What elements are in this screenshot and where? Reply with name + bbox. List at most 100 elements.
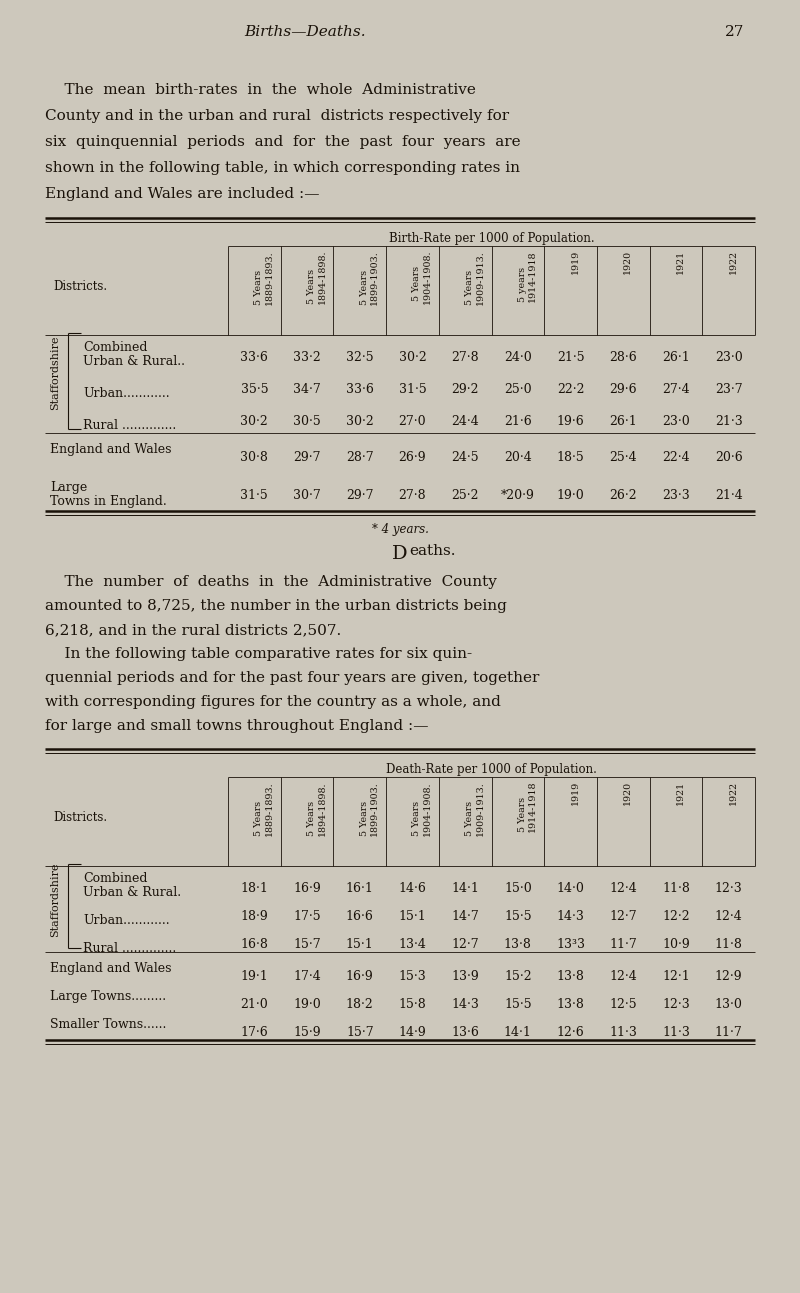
Text: 17·4: 17·4 [293, 970, 321, 983]
Text: Death-Rate per 1000 of Population.: Death-Rate per 1000 of Population. [386, 763, 597, 776]
Text: 30·5: 30·5 [293, 415, 321, 428]
Text: 12·4: 12·4 [714, 910, 742, 923]
Text: Towns in England.: Towns in England. [50, 495, 166, 508]
Text: 14·1: 14·1 [451, 882, 479, 895]
Text: 25·0: 25·0 [504, 383, 532, 396]
Text: 18·5: 18·5 [557, 451, 585, 464]
Text: 19·6: 19·6 [557, 415, 585, 428]
Text: 12·4: 12·4 [610, 882, 637, 895]
Text: 28·6: 28·6 [610, 350, 637, 365]
Text: Staffordshire: Staffordshire [50, 862, 60, 937]
Text: 29·7: 29·7 [346, 489, 374, 502]
Text: 27·8: 27·8 [398, 489, 426, 502]
Text: 23·3: 23·3 [662, 489, 690, 502]
Text: 19·1: 19·1 [241, 970, 268, 983]
Text: 24·0: 24·0 [504, 350, 532, 365]
Text: 30·2: 30·2 [346, 415, 374, 428]
Text: * 4 years.: * 4 years. [371, 522, 429, 537]
Text: 12·5: 12·5 [610, 998, 637, 1011]
Text: 11·8: 11·8 [714, 937, 742, 950]
Text: 14·0: 14·0 [557, 882, 585, 895]
Text: 17·6: 17·6 [241, 1027, 268, 1040]
Text: Combined: Combined [83, 341, 147, 354]
Text: Urban............: Urban............ [83, 914, 170, 927]
Text: 30·8: 30·8 [241, 451, 268, 464]
Text: Staffordshire: Staffordshire [50, 336, 60, 410]
Text: 5 Years
1899-1903.: 5 Years 1899-1903. [360, 781, 379, 835]
Text: 26·2: 26·2 [610, 489, 637, 502]
Text: 32·5: 32·5 [346, 350, 374, 365]
Text: England and Wales are included :—: England and Wales are included :— [45, 187, 319, 200]
Text: 24·5: 24·5 [451, 451, 479, 464]
Text: 12·3: 12·3 [714, 882, 742, 895]
Text: 26·1: 26·1 [662, 350, 690, 365]
Text: 14·3: 14·3 [557, 910, 585, 923]
Text: *20·9: *20·9 [501, 489, 534, 502]
Text: 5 Years
1894-1898.: 5 Years 1894-1898. [307, 250, 326, 304]
Text: 1922: 1922 [729, 250, 738, 274]
Text: 27·4: 27·4 [662, 383, 690, 396]
Text: 1921: 1921 [676, 781, 685, 806]
Text: for large and small towns throughout England :—: for large and small towns throughout Eng… [45, 719, 429, 733]
Text: Urban............: Urban............ [83, 387, 170, 400]
Text: 20·6: 20·6 [714, 451, 742, 464]
Text: 11·3: 11·3 [610, 1027, 637, 1040]
Text: 13·8: 13·8 [504, 937, 532, 950]
Text: 30·7: 30·7 [293, 489, 321, 502]
Text: 29·2: 29·2 [451, 383, 479, 396]
Text: 14·7: 14·7 [451, 910, 479, 923]
Text: 19·0: 19·0 [293, 998, 321, 1011]
Text: D: D [392, 546, 408, 562]
Text: 10·9: 10·9 [662, 937, 690, 950]
Text: 12·2: 12·2 [662, 910, 690, 923]
Text: 25·2: 25·2 [451, 489, 479, 502]
Text: 15·0: 15·0 [504, 882, 532, 895]
Text: 33·2: 33·2 [293, 350, 321, 365]
Text: 5 Years
1889-1893.: 5 Years 1889-1893. [254, 250, 274, 305]
Text: 1920: 1920 [623, 781, 632, 806]
Text: eaths.: eaths. [409, 544, 455, 559]
Text: 23·7: 23·7 [715, 383, 742, 396]
Text: In the following table comparative rates for six quin-: In the following table comparative rates… [45, 646, 472, 661]
Text: 35·5: 35·5 [241, 383, 268, 396]
Text: 15·8: 15·8 [398, 998, 426, 1011]
Text: 18·9: 18·9 [241, 910, 268, 923]
Text: Large: Large [50, 481, 87, 494]
Text: 15·5: 15·5 [504, 998, 532, 1011]
Text: 15·1: 15·1 [346, 937, 374, 950]
Text: 28·7: 28·7 [346, 451, 374, 464]
Text: 1920: 1920 [623, 250, 632, 274]
Text: Urban & Rural..: Urban & Rural.. [83, 356, 185, 369]
Text: England and Wales: England and Wales [50, 962, 171, 975]
Text: 12·9: 12·9 [715, 970, 742, 983]
Text: 5 Years
1894-1898.: 5 Years 1894-1898. [307, 781, 326, 835]
Text: 23·0: 23·0 [662, 415, 690, 428]
Text: 29·6: 29·6 [610, 383, 637, 396]
Text: Districts.: Districts. [53, 281, 107, 294]
Text: 21·3: 21·3 [714, 415, 742, 428]
Text: 15·9: 15·9 [294, 1027, 321, 1040]
Text: six  quinquennial  periods  and  for  the  past  four  years  are: six quinquennial periods and for the pas… [45, 134, 521, 149]
Text: Rural ..............: Rural .............. [83, 943, 176, 956]
Text: 1921: 1921 [676, 250, 685, 274]
Text: 15·3: 15·3 [398, 970, 426, 983]
Text: 20·4: 20·4 [504, 451, 532, 464]
Text: 16·9: 16·9 [346, 970, 374, 983]
Text: 13·0: 13·0 [714, 998, 742, 1011]
Text: 15·7: 15·7 [294, 937, 321, 950]
Text: amounted to 8,725, the number in the urban districts being: amounted to 8,725, the number in the urb… [45, 599, 507, 613]
Text: 12·7: 12·7 [610, 910, 637, 923]
Text: Birth-Rate per 1000 of Population.: Birth-Rate per 1000 of Population. [389, 231, 594, 244]
Text: Urban & Rural.: Urban & Rural. [83, 886, 181, 899]
Text: 12·3: 12·3 [662, 998, 690, 1011]
Text: Districts.: Districts. [53, 811, 107, 824]
Text: 1919: 1919 [570, 781, 579, 806]
Text: 22·4: 22·4 [662, 451, 690, 464]
Text: 6,218, and in the rural districts 2,507.: 6,218, and in the rural districts 2,507. [45, 623, 342, 637]
Text: 1922: 1922 [729, 781, 738, 806]
Text: 21·4: 21·4 [714, 489, 742, 502]
Text: 5 Years
1904-1908.: 5 Years 1904-1908. [413, 250, 432, 304]
Text: 11·7: 11·7 [610, 937, 637, 950]
Text: 11·8: 11·8 [662, 882, 690, 895]
Text: 29·7: 29·7 [294, 451, 321, 464]
